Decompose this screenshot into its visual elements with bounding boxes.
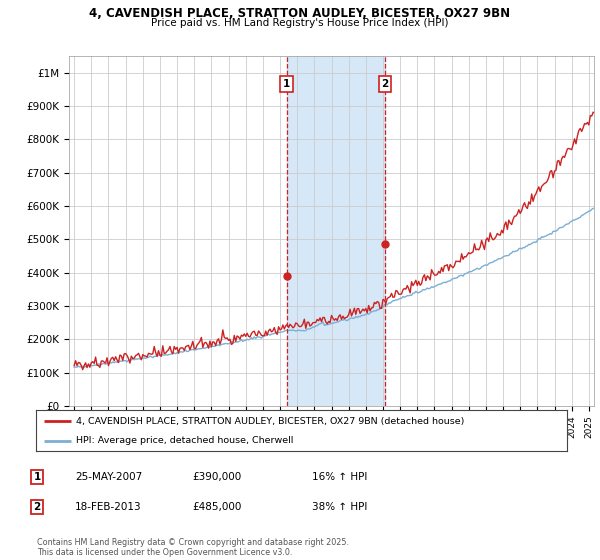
Text: Contains HM Land Registry data © Crown copyright and database right 2025.
This d: Contains HM Land Registry data © Crown c… bbox=[37, 538, 349, 557]
Text: 18-FEB-2013: 18-FEB-2013 bbox=[75, 502, 142, 512]
Text: 1: 1 bbox=[283, 79, 290, 89]
Text: 4, CAVENDISH PLACE, STRATTON AUDLEY, BICESTER, OX27 9BN (detached house): 4, CAVENDISH PLACE, STRATTON AUDLEY, BIC… bbox=[76, 417, 464, 426]
Text: HPI: Average price, detached house, Cherwell: HPI: Average price, detached house, Cher… bbox=[76, 436, 293, 445]
Text: 25-MAY-2007: 25-MAY-2007 bbox=[75, 472, 142, 482]
Text: 38% ↑ HPI: 38% ↑ HPI bbox=[312, 502, 367, 512]
Text: Price paid vs. HM Land Registry's House Price Index (HPI): Price paid vs. HM Land Registry's House … bbox=[151, 18, 449, 29]
Text: £390,000: £390,000 bbox=[192, 472, 241, 482]
Text: 1: 1 bbox=[34, 472, 41, 482]
Bar bbox=[287, 56, 385, 406]
Text: 2: 2 bbox=[382, 79, 389, 89]
Text: 4, CAVENDISH PLACE, STRATTON AUDLEY, BICESTER, OX27 9BN: 4, CAVENDISH PLACE, STRATTON AUDLEY, BIC… bbox=[89, 7, 511, 20]
Text: 16% ↑ HPI: 16% ↑ HPI bbox=[312, 472, 367, 482]
Text: £485,000: £485,000 bbox=[192, 502, 241, 512]
Text: 2: 2 bbox=[34, 502, 41, 512]
